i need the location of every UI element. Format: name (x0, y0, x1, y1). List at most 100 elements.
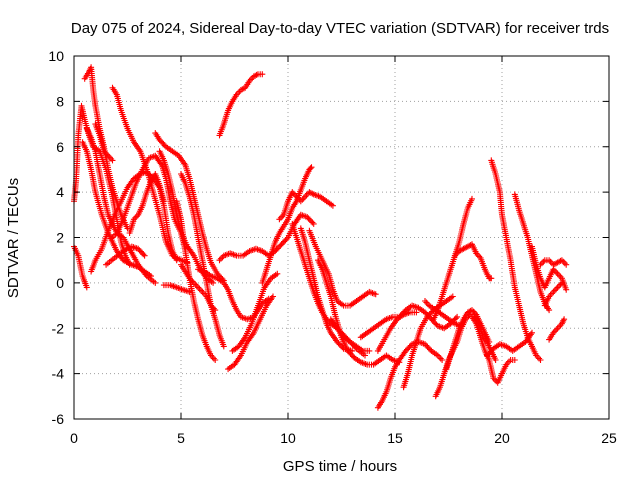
data-point (470, 308, 477, 315)
series-arc-v (216, 71, 266, 139)
data-point (196, 285, 203, 292)
data-point (212, 307, 219, 314)
series-arc-at (546, 316, 568, 343)
series-arc-m (156, 148, 189, 252)
x-axis-title: GPS time / hours (283, 458, 397, 475)
data-point (276, 244, 282, 250)
data-point (560, 258, 567, 265)
data-point (563, 261, 570, 268)
data-point (553, 285, 560, 292)
data-point (469, 195, 475, 202)
series-arc-n (173, 198, 219, 363)
data-point (422, 298, 428, 304)
axis-ticks: 0 5 10 15 20 25 -6 -4 -2 0 2 4 6 8 10 (48, 48, 617, 446)
data-point (283, 235, 290, 242)
series-arc-ap (511, 191, 553, 314)
series-arc-g (92, 121, 116, 164)
data-point (300, 195, 307, 202)
data-point (309, 219, 316, 226)
data-point (220, 343, 227, 350)
data-point (484, 352, 490, 359)
data-point (210, 279, 217, 286)
series-arc-al (451, 241, 495, 282)
data-point (157, 138, 164, 145)
data-point (486, 349, 493, 356)
data-point (454, 313, 461, 320)
data-point (437, 355, 444, 362)
data-point (335, 340, 342, 347)
data-point (309, 190, 316, 197)
data-point (492, 357, 499, 363)
grid-lines (74, 56, 609, 419)
series-arc-ac (327, 316, 373, 354)
series-arc-a (71, 243, 90, 291)
data-point (372, 291, 379, 298)
data-point (305, 215, 312, 222)
data-point (186, 288, 193, 295)
data-point (216, 257, 223, 264)
data-point (557, 257, 564, 264)
y-tick-label: 10 (48, 48, 64, 64)
data-point (425, 345, 432, 352)
series-arc-u (216, 211, 317, 264)
data-point (334, 338, 341, 345)
series-arc-p (178, 261, 219, 314)
data-point (259, 71, 266, 78)
series-arc-x (276, 189, 336, 223)
series-arc-w (259, 164, 315, 286)
data-point (529, 329, 535, 336)
data-point (152, 279, 159, 286)
data-point (537, 357, 544, 363)
series-arc-h (109, 84, 191, 266)
y-tick-label: 6 (56, 139, 64, 155)
data-point (560, 317, 567, 324)
series-arc-af (374, 338, 446, 411)
data-point (449, 293, 456, 300)
y-axis-title: SDTVAR / TECUs (5, 178, 22, 298)
data-point (344, 347, 351, 354)
series-arc-ak (443, 307, 493, 373)
series-arc-s (225, 293, 276, 373)
data-point (136, 247, 143, 254)
data-point (270, 293, 276, 300)
data-point (198, 287, 204, 294)
data-point (310, 220, 317, 227)
data-point (277, 214, 284, 221)
data-point (277, 242, 284, 249)
data-point (124, 225, 131, 232)
data-point (486, 338, 493, 345)
y-tick-label: 4 (56, 184, 64, 200)
y-tick-label: 0 (56, 275, 64, 291)
data-point (282, 237, 289, 244)
x-tick-label: 25 (601, 430, 617, 446)
data-point (253, 71, 260, 78)
data-point (436, 354, 443, 360)
data-point (554, 270, 561, 277)
data-point (307, 165, 314, 172)
data-point (488, 275, 495, 282)
series-arc-ar (537, 257, 570, 268)
data-point (141, 252, 148, 259)
data-point (193, 282, 200, 289)
data-marks (71, 64, 570, 411)
data-point (563, 286, 570, 293)
data-point (402, 347, 409, 354)
data-point (424, 313, 431, 320)
data-point (306, 216, 313, 223)
x-tick-label: 10 (280, 430, 296, 446)
data-point (553, 269, 560, 276)
data-point (140, 251, 147, 258)
chart-title: Day 075 of 2024, Sidereal Day-to-day VTE… (71, 20, 609, 37)
series-arc-q (160, 282, 193, 295)
data-point (558, 279, 565, 286)
series-arc-k (126, 171, 167, 236)
series-arc-ae (374, 309, 420, 354)
series-arc-ai (430, 195, 475, 323)
x-tick-label: 20 (494, 430, 510, 446)
data-point (536, 355, 543, 362)
data-point (425, 312, 432, 319)
y-tick-label: -6 (52, 411, 65, 427)
data-point (538, 260, 545, 267)
data-point (346, 349, 353, 356)
